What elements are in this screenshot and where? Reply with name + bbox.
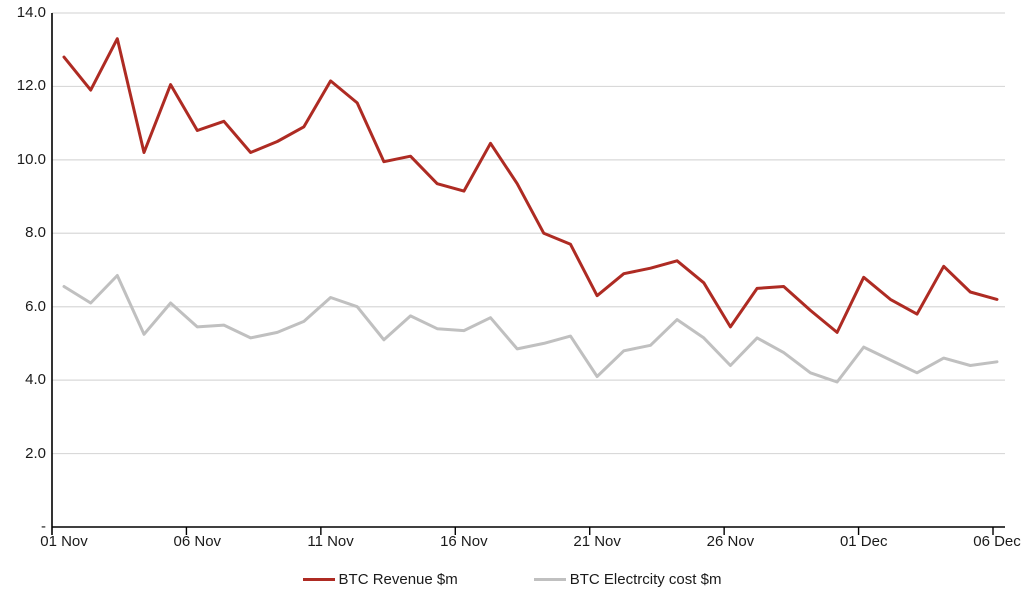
y-tick-label: 6.0 <box>25 297 46 315</box>
x-tick-label: 01 Nov <box>40 533 88 550</box>
x-tick-label: 26 Nov <box>706 533 755 550</box>
x-tick-label: 06 Nov <box>173 533 222 550</box>
y-tick-label: 2.0 <box>25 444 46 462</box>
y-tick-label: 8.0 <box>25 224 46 242</box>
cost-line <box>62 274 999 384</box>
y-tick-label: - <box>41 518 46 535</box>
x-tick-label: 01 Dec <box>839 533 888 550</box>
y-tick-label: 4.0 <box>25 371 46 389</box>
legend-label-cost: BTC Electrcity cost $m <box>569 570 722 588</box>
x-tick-label: 21 Nov <box>573 533 621 550</box>
y-tick-label: 10.0 <box>16 150 46 168</box>
legend-item-revenue: BTC Revenue $m <box>302 570 458 588</box>
x-tick-label: 06 Dec <box>973 533 1021 550</box>
cost-line-swatch <box>533 577 566 581</box>
x-tick-label: 16 Nov <box>440 533 488 550</box>
legend-label-revenue: BTC Revenue $m <box>338 570 458 588</box>
revenue-line <box>62 37 999 334</box>
legend: BTC Revenue $m BTC Electrcity cost $m <box>0 568 1024 590</box>
legend-item-cost: BTC Electrcity cost $m <box>533 570 722 588</box>
revenue-line-swatch <box>302 577 335 581</box>
x-tick-label: 11 Nov <box>307 533 354 550</box>
y-tick-label: 12.0 <box>16 77 46 95</box>
y-tick-label: 14.0 <box>16 4 46 21</box>
